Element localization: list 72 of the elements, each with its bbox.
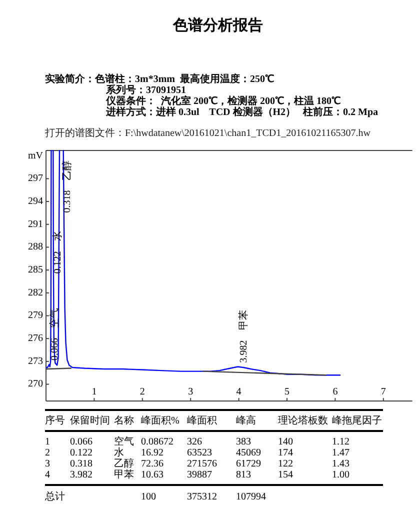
table-cell: 空气 (114, 436, 134, 448)
y-axis-title: mV (28, 150, 43, 162)
table-cell: 0.08672 (141, 436, 174, 448)
table-cell: 61729 (236, 458, 261, 470)
table-cell: 72.36 (141, 458, 164, 470)
table-cell: 154 (278, 470, 293, 480)
note: 仪器条件： 汽化室 200℃，检测器 200℃，柱温 180℃ (106, 96, 340, 107)
table-cell: 保留时间 (70, 416, 110, 426)
table-cell: 122 (278, 458, 293, 470)
table-cell: 39887 (187, 470, 212, 480)
table-cell: 峰面积 (187, 416, 217, 426)
peak-label: 0.122 水 (52, 231, 64, 274)
table-cell: 峰拖尾因子 (332, 416, 382, 426)
y-tick-label: 291 (28, 218, 43, 230)
x-tick-label: 6 (332, 386, 338, 398)
table-cell: 4 (45, 470, 50, 480)
table-cell: 375312 (187, 492, 217, 502)
table-cell: 理论塔板数 (278, 416, 328, 426)
table-cell: 45069 (236, 448, 261, 458)
note: 进样方式：进样 0.3ul TCD 检测器（H2） 柱前压：0.2 Mpa (106, 107, 378, 118)
table-cell: 10.63 (141, 470, 164, 480)
table-cell: 2 (45, 448, 50, 458)
table-cell: 0.122 (70, 448, 92, 458)
y-tick-label: 279 (28, 310, 43, 322)
peak-label: 3.982 甲苯 (238, 310, 250, 363)
y-tick-label: 285 (28, 264, 43, 276)
y-tick-label: 273 (28, 356, 43, 367)
table-cell: 326 (187, 436, 202, 448)
y-tick-label: 288 (28, 242, 43, 253)
y-tick-label: 297 (28, 173, 43, 184)
table-cell: 63523 (187, 448, 212, 458)
table-cell: 0.318 (70, 458, 92, 470)
y-tick-label: 276 (28, 333, 43, 344)
note: 打开的谱图文件：F:\hwdatanew\20161021\chan1_TCD1_20161021165307.hw (45, 128, 370, 139)
y-tick-label: 270 (28, 378, 43, 390)
note: 系列号：37091951 (106, 85, 186, 96)
table-cell: 总计 (45, 492, 65, 502)
table-cell: 名称 (114, 416, 134, 426)
table-cell: 383 (236, 436, 251, 448)
table-cell: 140 (278, 436, 293, 448)
table-cell: 16.92 (141, 448, 164, 458)
table-cell: 峰面积% (141, 416, 180, 426)
title: 色谱分析报告 (173, 18, 263, 34)
table-cell: 水 (114, 448, 124, 458)
table-cell: 1.12 (332, 436, 350, 448)
table-cell: 序号 (45, 416, 65, 426)
table-cell: 1 (45, 436, 50, 448)
y-tick-label: 294 (28, 196, 43, 208)
y-tick-label: 282 (28, 287, 43, 298)
note: 实验简介：色谱柱：3m*3mm 最高使用温度：250℃ (45, 74, 274, 85)
peak-label: 0.066 空气 (50, 308, 61, 360)
table-cell: 813 (236, 470, 251, 480)
x-tick-label: 5 (284, 386, 290, 398)
x-tick-label: 7 (380, 386, 386, 398)
table-cell: 峰高 (236, 416, 256, 426)
table-cell: 3 (45, 458, 50, 470)
x-tick-label: 1 (92, 386, 97, 398)
table-cell: 3.982 (70, 470, 92, 480)
x-tick-label: 3 (188, 386, 194, 398)
table-cell: 甲苯 (114, 470, 134, 480)
table-cell: 1.47 (332, 448, 350, 458)
table-cell: 100 (141, 492, 156, 502)
table-cell: 1.00 (332, 470, 350, 480)
x-tick-label: 2 (140, 386, 145, 398)
table-cell: 107994 (236, 492, 266, 502)
table-cell: 乙醇 (114, 458, 134, 470)
table-cell: 174 (278, 448, 293, 458)
table-cell: 0.066 (70, 436, 92, 448)
table-cell: 271576 (187, 458, 217, 470)
x-tick-label: 4 (236, 386, 242, 398)
peak-label: 0.318 乙醇 (62, 160, 73, 213)
table-cell: 1.43 (332, 458, 350, 470)
